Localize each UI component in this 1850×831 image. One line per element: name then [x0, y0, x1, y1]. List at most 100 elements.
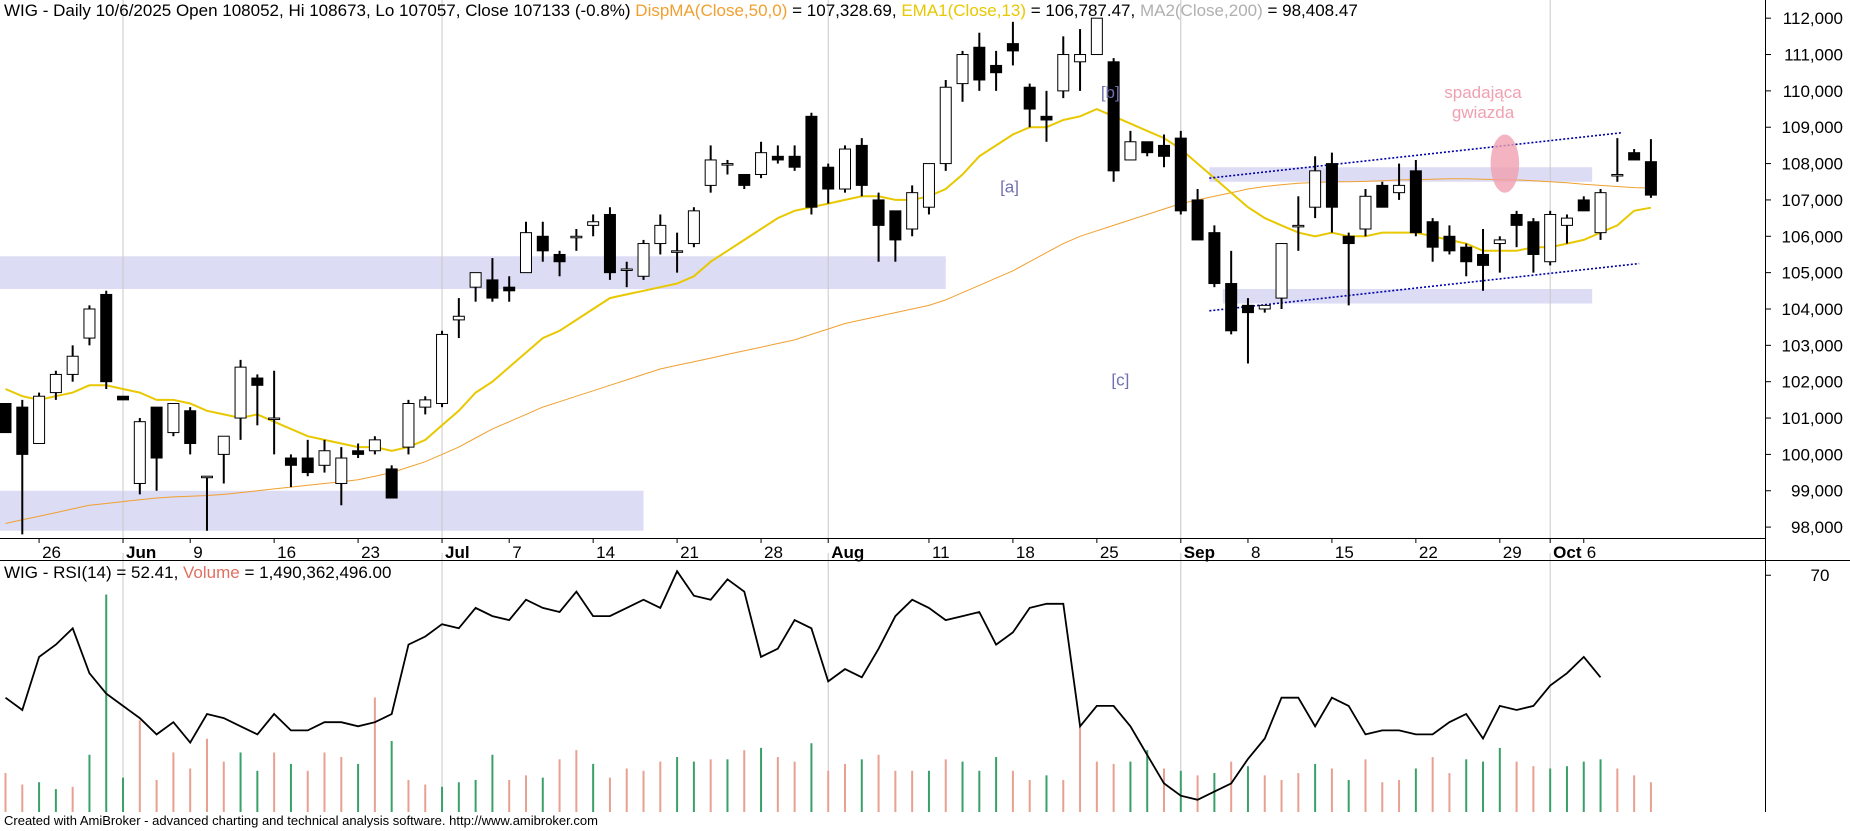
candle [503, 276, 516, 302]
candle [200, 475, 213, 531]
candle-body [1191, 199, 1204, 241]
candle-body [16, 406, 29, 455]
candle-body [251, 377, 264, 386]
candle-body [822, 166, 835, 190]
candle-body [1309, 170, 1322, 208]
candle-body [0, 403, 12, 434]
chart-annotation: [b] [1101, 83, 1120, 102]
candle [1006, 21, 1019, 66]
candle-body [1107, 61, 1120, 172]
candle [0, 403, 12, 434]
chart-annotation: [c] [1111, 370, 1129, 389]
candle [637, 239, 650, 280]
price-tick-label: 98,000 [1791, 518, 1843, 537]
candle [889, 210, 902, 262]
price-tick-label: 106,000 [1782, 227, 1843, 246]
dispma-line-layer [5, 178, 1651, 524]
candle [352, 443, 365, 459]
candle-body [234, 366, 247, 419]
ema-value: = 106,787.47, [1026, 1, 1140, 20]
gridlines [122, 0, 1551, 812]
candle [234, 359, 247, 440]
candle-body [1477, 253, 1490, 266]
candle-body [452, 315, 465, 321]
date-tick-label: 25 [1100, 543, 1119, 562]
candle [1560, 214, 1573, 244]
candle [33, 392, 46, 444]
candle [1074, 29, 1087, 91]
candle-body [1527, 221, 1540, 255]
candle [1241, 298, 1254, 364]
date-tick-label: 8 [1251, 543, 1260, 562]
candle [822, 163, 835, 204]
candle-body [335, 457, 348, 484]
candle [1090, 17, 1103, 56]
date-tick-label: 7 [512, 543, 521, 562]
ma2-value: = 98,408.47 [1262, 1, 1358, 20]
candle [1594, 189, 1607, 240]
trend-channel-line [1209, 131, 1623, 179]
candle-body [1174, 137, 1187, 212]
date-tick-label: 29 [1503, 543, 1522, 562]
date-tick-label: 18 [1016, 543, 1035, 562]
candle-body [33, 395, 46, 444]
price-header-prefix: WIG - Daily 10/6/2025 Open 108052, Hi 10… [4, 1, 636, 20]
candle-body [419, 399, 432, 408]
candle-body [1040, 115, 1053, 121]
candle [704, 145, 717, 193]
volume-label: Volume [183, 563, 240, 582]
candle-body [922, 163, 935, 208]
date-tick-label: 23 [361, 543, 380, 562]
candle-body [184, 410, 197, 444]
candle-body [805, 115, 818, 208]
candle-body [301, 457, 314, 474]
candle [855, 138, 868, 197]
candle-body [1443, 235, 1456, 252]
candle-body [771, 155, 784, 161]
candle [1426, 218, 1439, 262]
candle [335, 447, 348, 506]
candle [16, 399, 29, 535]
rsi-header: WIG - RSI(14) = 52.41, Volume = 1,490,36… [4, 563, 391, 583]
chart-annotation: gwiazda [1452, 103, 1515, 122]
candle-body [1057, 54, 1070, 92]
dispma-label: DispMA(Close,50,0) [635, 1, 788, 20]
ema-label: EMA1(Close,13) [901, 1, 1027, 20]
candle [1124, 130, 1137, 161]
candle-body [1510, 213, 1523, 226]
candle [100, 290, 113, 389]
price-tick-label: 101,000 [1782, 409, 1843, 428]
dispma-value: = 107,328.69, [787, 1, 902, 20]
date-tick-label: 22 [1419, 543, 1438, 562]
candle [755, 141, 768, 179]
candle-body [855, 144, 868, 186]
candle [66, 345, 79, 382]
price-tick-label: 104,000 [1782, 300, 1843, 319]
date-tick-label: 11 [932, 543, 950, 562]
candle [872, 192, 885, 262]
candle-body [1275, 243, 1288, 299]
candle [452, 298, 465, 339]
candle [184, 407, 197, 455]
candle-body [150, 406, 163, 459]
shooting-star-highlight [1490, 134, 1520, 193]
price-axis: 98,000 99,000 100,000 101,000 102,000 103,000… [1765, 9, 1843, 537]
candle-body [1393, 184, 1406, 194]
price-tick-label: 108,000 [1782, 155, 1843, 174]
candle-body [587, 221, 600, 226]
candle [385, 465, 398, 499]
date-tick-label: Jul [445, 543, 470, 562]
candle-body [872, 199, 885, 226]
candle-body [939, 86, 952, 165]
date-tick-label: Jun [126, 543, 156, 562]
candle-body [469, 272, 482, 288]
candle [284, 454, 297, 488]
candle-body [1208, 232, 1221, 285]
candle-body [553, 253, 566, 263]
candle-body [1426, 221, 1439, 248]
candle [1225, 250, 1238, 335]
candle-body [1644, 161, 1657, 196]
candle [771, 145, 784, 164]
candle [268, 370, 281, 455]
